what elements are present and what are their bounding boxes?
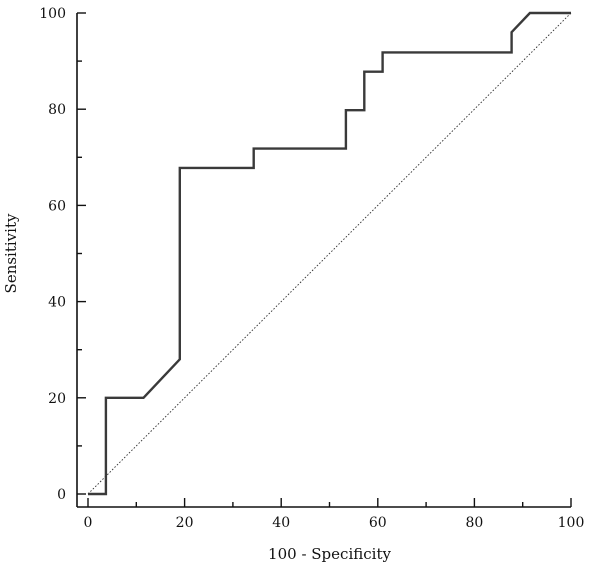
plot-area [87, 11, 572, 496]
y-tick-label: 20 [48, 391, 66, 407]
x-tick-label: 60 [369, 515, 387, 531]
roc-curve-line [88, 11, 571, 496]
x-tick-label: 40 [272, 515, 290, 531]
x-tick-label: 0 [84, 515, 93, 531]
y-tick-label: 100 [39, 6, 66, 22]
y-tick-label: 40 [48, 295, 66, 311]
reference-diagonal-line [87, 12, 572, 495]
x-axis-title: 100 - Specificity [268, 545, 391, 563]
x-ticks: 0 20 40 60 80 100 [84, 498, 585, 531]
axes [76, 13, 571, 508]
y-tick-label: 60 [48, 198, 66, 214]
y-ticks: 0 20 40 60 80 100 [39, 6, 86, 503]
y-tick-label: 0 [57, 487, 66, 503]
x-tick-label: 80 [465, 515, 483, 531]
x-tick-label: 20 [176, 515, 194, 531]
x-tick-label: 100 [558, 515, 585, 531]
y-tick-label: 80 [48, 102, 66, 118]
y-axis-title: Sensitivity [2, 213, 20, 293]
